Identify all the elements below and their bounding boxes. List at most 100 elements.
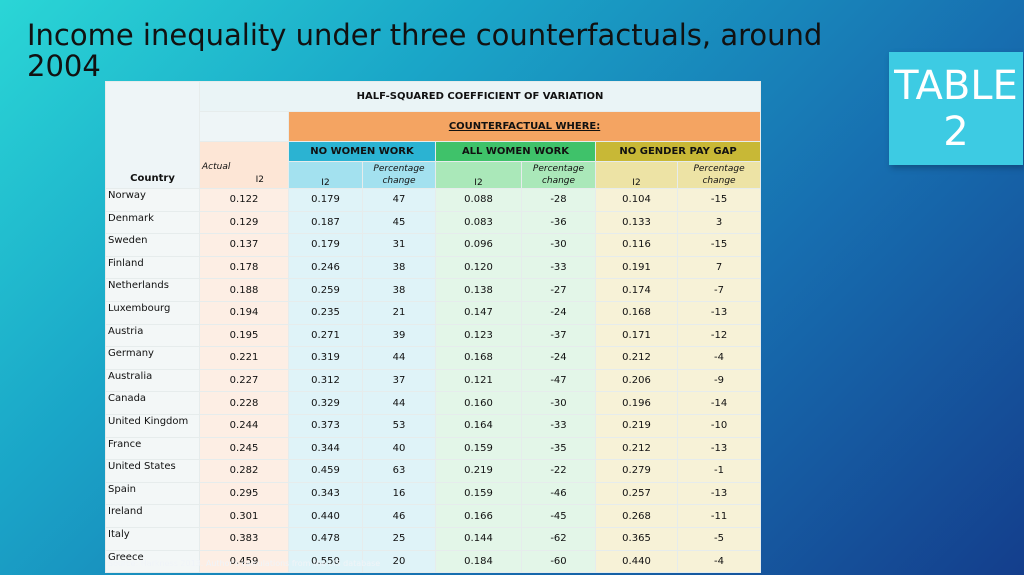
ngp-i2-header: I2: [595, 161, 678, 189]
no-gender-pay-gap-i2-cell: 0.104: [595, 188, 678, 212]
no-gender-pay-gap-pct-cell: -13: [676, 300, 762, 325]
actual-i2-cell: 0.221: [199, 346, 289, 370]
country-cell: Spain: [105, 481, 200, 506]
all-women-work-pct-cell: -33: [521, 413, 596, 438]
no-gender-pay-gap-pct-cell: -13: [676, 481, 762, 506]
no-gender-pay-gap-pct-cell: -11: [676, 504, 762, 528]
actual-i2-cell: 0.188: [199, 278, 289, 302]
no-gender-pay-gap-pct-cell: -13: [676, 436, 762, 461]
no-women-work-i2-cell: 0.235: [288, 300, 363, 325]
actual-header-cell: Actual I2: [199, 141, 289, 189]
aww-i2-header: I2: [435, 161, 522, 189]
table-row: Finland 0.178 0.246 38 0.120 -33 0.191 7: [105, 255, 762, 280]
badge-number: 2: [943, 108, 969, 155]
inequality-table: Country HALF-SQUARED COEFFICIENT OF VARI…: [105, 81, 762, 574]
actual-i2-cell: 0.194: [199, 300, 289, 325]
country-cell: United Kingdom: [105, 413, 200, 438]
actual-i2-cell: 0.282: [199, 459, 289, 483]
no-gender-pay-gap-pct-cell: -1: [676, 459, 762, 483]
all-women-work-pct-cell: -33: [521, 255, 596, 280]
no-women-work-pct-cell: 20: [362, 549, 436, 574]
table-row: Germany 0.221 0.319 44 0.168 -24 0.212 -4: [105, 346, 762, 370]
actual-i2-label: I2: [255, 175, 264, 185]
no-women-work-pct-cell: 25: [362, 526, 436, 551]
no-women-work-i2-cell: 0.440: [288, 504, 363, 528]
table-row: Greece 0.459 0.550 20 0.184 -60 0.440 -4: [105, 549, 762, 574]
all-women-work-i2-cell: 0.184: [435, 549, 522, 574]
all-women-work-i2-cell: 0.138: [435, 278, 522, 302]
table-row: Netherlands 0.188 0.259 38 0.138 -27 0.174 -7: [105, 278, 762, 302]
no-gender-pay-gap-i2-cell: 0.168: [595, 300, 678, 325]
counterfactual-header: COUNTERFACTUAL WHERE:: [287, 111, 762, 142]
table-row: Denmark 0.129 0.187 45 0.083 -36 0.133 3: [105, 210, 762, 235]
actual-i2-cell: 0.244: [199, 413, 289, 438]
table-row: United States 0.282 0.459 63 0.219 -22 0.279 -1: [105, 459, 762, 483]
table-number-badge: TABLE 2: [889, 52, 1023, 165]
all-women-work-i2-cell: 0.144: [435, 526, 522, 551]
no-women-work-i2-cell: 0.179: [288, 188, 363, 212]
all-women-work-pct-cell: -27: [521, 278, 596, 302]
no-women-work-i2-cell: 0.329: [288, 391, 363, 415]
actual-i2-cell: 0.122: [199, 188, 289, 212]
country-cell: Netherlands: [105, 278, 200, 302]
all-women-work-i2-cell: 0.088: [435, 188, 522, 212]
all-women-work-i2-cell: 0.168: [435, 346, 522, 370]
no-gender-pay-gap-i2-cell: 0.365: [595, 526, 678, 551]
all-women-work-pct-cell: -22: [521, 459, 596, 483]
no-women-work-i2-cell: 0.344: [288, 436, 363, 461]
no-women-work-pct-cell: 47: [362, 188, 436, 212]
no-women-work-pct-cell: 16: [362, 481, 436, 506]
all-women-work-pct-cell: -47: [521, 368, 596, 393]
actual-i2-cell: 0.459: [199, 549, 289, 574]
no-women-work-pct-cell: 37: [362, 368, 436, 393]
all-women-work-pct-cell: -35: [521, 436, 596, 461]
no-gender-pay-gap-i2-cell: 0.191: [595, 255, 678, 280]
no-women-work-pct-cell: 44: [362, 346, 436, 370]
country-cell: United States: [105, 459, 200, 483]
no-gender-pay-gap-i2-cell: 0.116: [595, 233, 678, 257]
no-women-work-i2-cell: 0.319: [288, 346, 363, 370]
no-gender-pay-gap-i2-cell: 0.171: [595, 323, 678, 348]
actual-i2-cell: 0.195: [199, 323, 289, 348]
no-gender-pay-gap-pct-cell: 3: [676, 210, 762, 235]
actual-label: Actual: [202, 162, 231, 172]
all-women-work-i2-cell: 0.096: [435, 233, 522, 257]
all-women-work-i2-cell: 0.121: [435, 368, 522, 393]
all-women-work-i2-cell: 0.164: [435, 413, 522, 438]
actual-i2-cell: 0.383: [199, 526, 289, 551]
no-women-work-i2-cell: 0.550: [288, 549, 363, 574]
actual-i2-cell: 0.137: [199, 233, 289, 257]
no-women-work-pct-cell: 46: [362, 504, 436, 528]
no-gender-pay-gap-pct-cell: 7: [676, 255, 762, 280]
country-cell: Norway: [105, 188, 200, 212]
no-gender-pay-gap-pct-cell: -9: [676, 368, 762, 393]
all-women-work-i2-cell: 0.147: [435, 300, 522, 325]
country-cell: Sweden: [105, 233, 200, 257]
no-gender-pay-gap-pct-cell: -4: [676, 549, 762, 574]
no-women-work-i2-cell: 0.478: [288, 526, 363, 551]
now-pct-header: Percentage change: [362, 161, 436, 189]
table-row: Sweden 0.137 0.179 31 0.096 -30 0.116 -15: [105, 233, 762, 257]
country-cell: Australia: [105, 368, 200, 393]
no-gender-pay-gap-i2-cell: 0.196: [595, 391, 678, 415]
all-women-work-i2-cell: 0.166: [435, 504, 522, 528]
badge-label: TABLE: [894, 62, 1018, 109]
all-women-work-pct-cell: -45: [521, 504, 596, 528]
all-women-work-i2-cell: 0.219: [435, 459, 522, 483]
all-women-work-pct-cell: -24: [521, 346, 596, 370]
no-women-work-i2-cell: 0.312: [288, 368, 363, 393]
all-women-work-i2-cell: 0.083: [435, 210, 522, 235]
actual-i2-cell: 0.227: [199, 368, 289, 393]
no-gender-pay-gap-i2-cell: 0.206: [595, 368, 678, 393]
no-women-work-pct-cell: 39: [362, 323, 436, 348]
no-gender-pay-gap-i2-cell: 0.133: [595, 210, 678, 235]
table-row: Italy 0.383 0.478 25 0.144 -62 0.365 -5: [105, 526, 762, 551]
no-gender-pay-gap-pct-cell: -15: [676, 188, 762, 212]
table-row: Norway 0.122 0.179 47 0.088 -28 0.104 -15: [105, 188, 762, 212]
no-women-work-i2-cell: 0.179: [288, 233, 363, 257]
no-gender-pay-gap-i2-cell: 0.212: [595, 346, 678, 370]
no-women-work-pct-cell: 38: [362, 278, 436, 302]
no-women-work-pct-cell: 40: [362, 436, 436, 461]
all-women-work-pct-cell: -30: [521, 391, 596, 415]
no-women-work-pct-cell: 44: [362, 391, 436, 415]
